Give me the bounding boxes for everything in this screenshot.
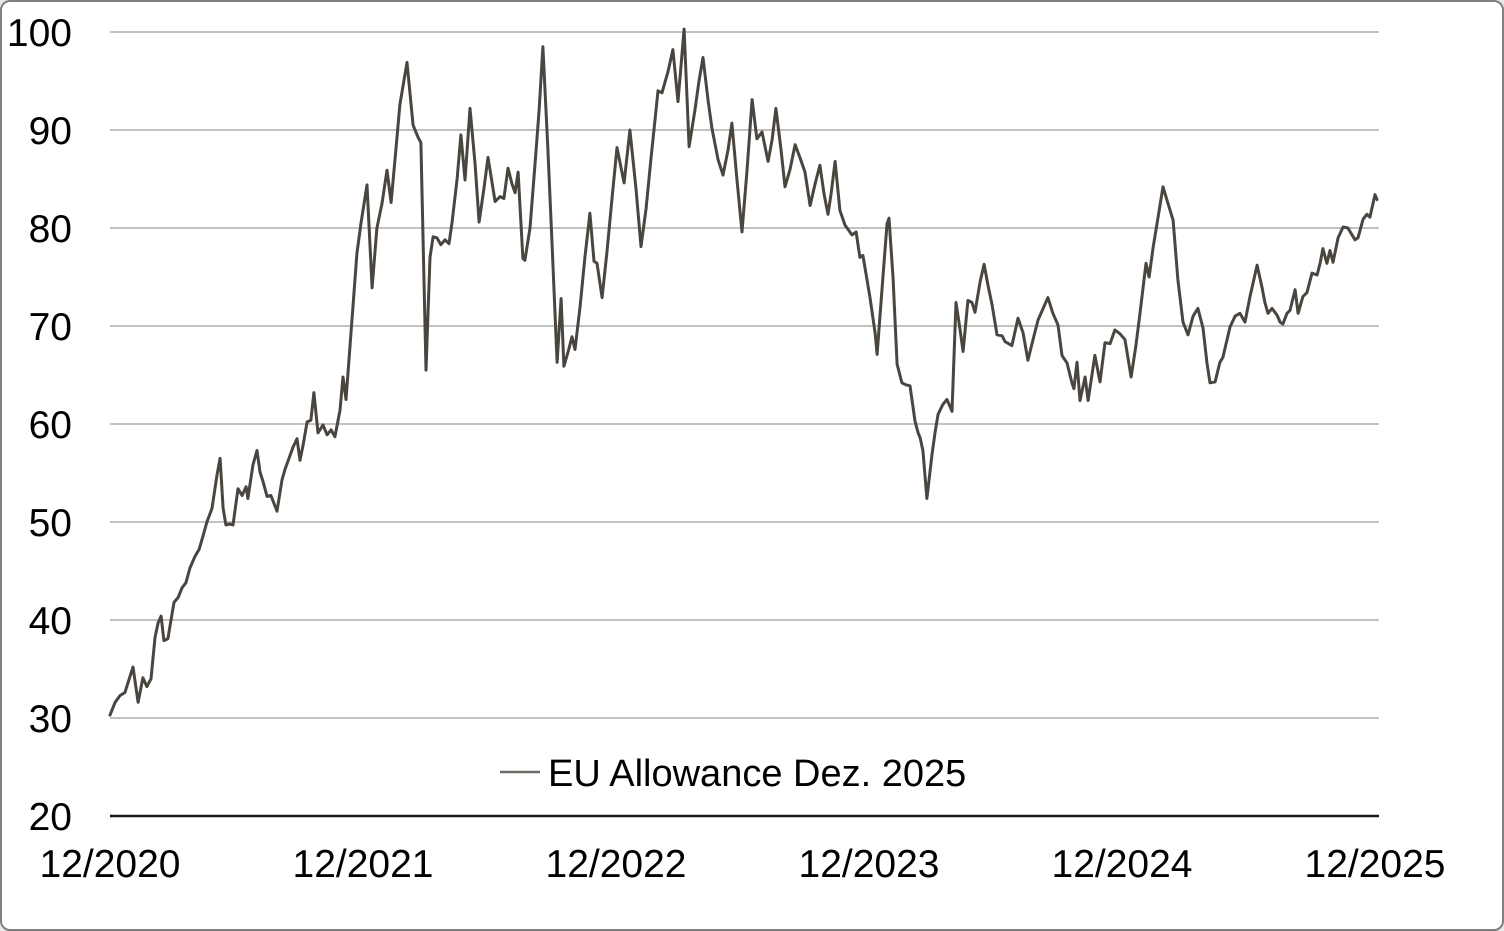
y-tick-label-50: 50 — [29, 502, 72, 545]
x-tick-label-12-2024: 12/2024 — [1052, 843, 1193, 886]
x-tick-label-12-2025: 12/2025 — [1305, 843, 1446, 886]
y-tick-label-70: 70 — [29, 306, 72, 349]
x-tick-label-12-2023: 12/2023 — [799, 843, 940, 886]
x-tick-label-12-2021: 12/2021 — [293, 843, 434, 886]
y-tick-label-20: 20 — [29, 796, 72, 839]
y-tick-label-30: 30 — [29, 698, 72, 741]
gridlines — [110, 31, 1379, 719]
legend-label: EU Allowance Dez. 2025 — [548, 753, 966, 795]
x-tick-label-12-2020: 12/2020 — [40, 843, 181, 886]
y-axis-labels: 20 30 40 50 60 70 80 90 100 — [7, 12, 72, 839]
y-tick-label-90: 90 — [29, 110, 72, 153]
y-tick-label-40: 40 — [29, 600, 72, 643]
legend: EU Allowance Dez. 2025 — [500, 753, 966, 795]
y-tick-label-100: 100 — [7, 12, 72, 55]
x-axis-labels: 12/2020 12/2021 12/2022 12/2023 12/2024 12/20… — [40, 843, 1446, 886]
y-tick-label-80: 80 — [29, 208, 72, 251]
chart-line — [108, 27, 1379, 717]
x-tick-label-12-2022: 12/2022 — [546, 843, 687, 886]
y-tick-label-60: 60 — [29, 404, 72, 447]
